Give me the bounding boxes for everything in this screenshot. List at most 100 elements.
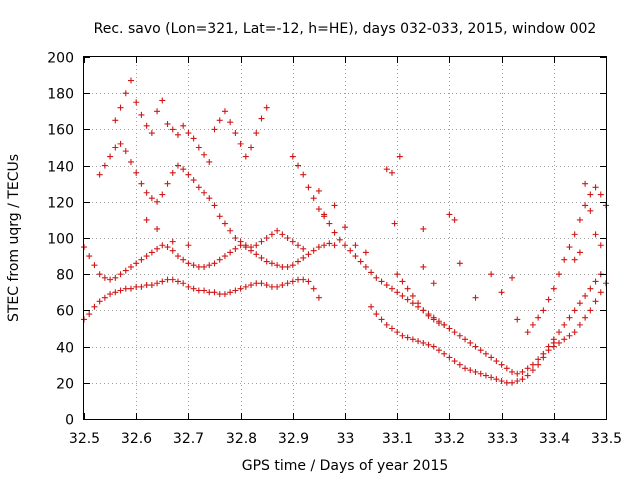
data-point (263, 282, 270, 289)
data-point (514, 370, 521, 377)
data-point (154, 225, 161, 232)
data-point (509, 368, 516, 375)
data-point (195, 144, 202, 151)
data-point (378, 316, 385, 323)
data-point (211, 126, 218, 133)
data-point (258, 280, 265, 287)
data-point (519, 376, 526, 383)
data-point (300, 245, 307, 252)
data-point (321, 211, 328, 218)
data-point (185, 283, 192, 290)
y-tick-label: 120 (47, 196, 74, 212)
data-point (101, 162, 108, 169)
data-point (300, 254, 307, 261)
data-points (81, 77, 609, 386)
data-point (211, 289, 218, 296)
data-point (221, 220, 228, 227)
data-point (159, 191, 166, 198)
data-point (174, 162, 181, 169)
data-point (122, 90, 129, 97)
data-point (295, 276, 302, 283)
data-point (331, 229, 338, 236)
data-point (174, 131, 181, 138)
data-point (347, 247, 354, 254)
data-point (232, 287, 239, 294)
data-point (206, 262, 213, 269)
data-point (289, 153, 296, 160)
data-point (295, 162, 302, 169)
x-tick-label: 33.1 (382, 431, 413, 447)
data-point (164, 120, 171, 127)
data-point (524, 365, 531, 372)
data-point (154, 245, 161, 252)
y-tick-label: 200 (47, 51, 74, 67)
data-point (143, 122, 150, 129)
data-point (174, 253, 181, 260)
data-point (295, 242, 302, 249)
data-point (388, 285, 395, 292)
data-point (550, 343, 557, 350)
data-point (253, 251, 260, 258)
data-point (571, 256, 578, 263)
data-point (190, 262, 197, 269)
data-point (550, 285, 557, 292)
data-point (201, 287, 208, 294)
data-point (472, 294, 479, 301)
data-point (154, 108, 161, 115)
y-tick-label: 20 (56, 377, 74, 393)
data-point (597, 191, 604, 198)
data-point (248, 282, 255, 289)
data-point (451, 329, 458, 336)
data-point (571, 231, 578, 238)
data-point (164, 276, 171, 283)
data-point (185, 171, 192, 178)
data-point (96, 298, 103, 305)
data-point (190, 135, 197, 142)
data-point (394, 329, 401, 336)
data-point (148, 195, 155, 202)
data-point (227, 249, 234, 256)
data-point (143, 282, 150, 289)
x-tick-label: 32.5 (69, 431, 100, 447)
data-point (409, 336, 416, 343)
data-point (545, 343, 552, 350)
data-point (404, 334, 411, 341)
data-point (284, 280, 291, 287)
data-point (362, 249, 369, 256)
data-point (227, 119, 234, 126)
data-point (399, 292, 406, 299)
data-point (122, 148, 129, 155)
data-point (174, 278, 181, 285)
data-point (342, 224, 348, 231)
data-point (524, 329, 531, 336)
data-point (482, 372, 489, 379)
x-tick-label: 33.4 (539, 431, 570, 447)
data-point (425, 312, 432, 319)
data-point (112, 117, 119, 124)
data-point (368, 303, 375, 310)
data-point (143, 189, 150, 196)
data-point (529, 367, 536, 374)
data-point (289, 278, 296, 285)
data-point (587, 207, 594, 214)
data-point (133, 169, 140, 176)
data-point (420, 263, 427, 270)
data-point (237, 238, 244, 245)
y-tick-label: 100 (47, 232, 74, 248)
data-point (357, 258, 364, 265)
data-point (388, 325, 395, 332)
data-point (289, 238, 296, 245)
data-point (488, 354, 495, 361)
data-point (352, 253, 359, 260)
data-point (550, 336, 557, 343)
data-point (180, 256, 187, 263)
data-point (420, 225, 427, 232)
data-point (556, 329, 563, 336)
data-point (107, 276, 114, 283)
data-point (576, 300, 583, 307)
data-point (221, 253, 228, 260)
data-point (451, 216, 458, 223)
data-point (592, 298, 599, 305)
data-point (206, 158, 213, 165)
data-point (305, 251, 312, 258)
